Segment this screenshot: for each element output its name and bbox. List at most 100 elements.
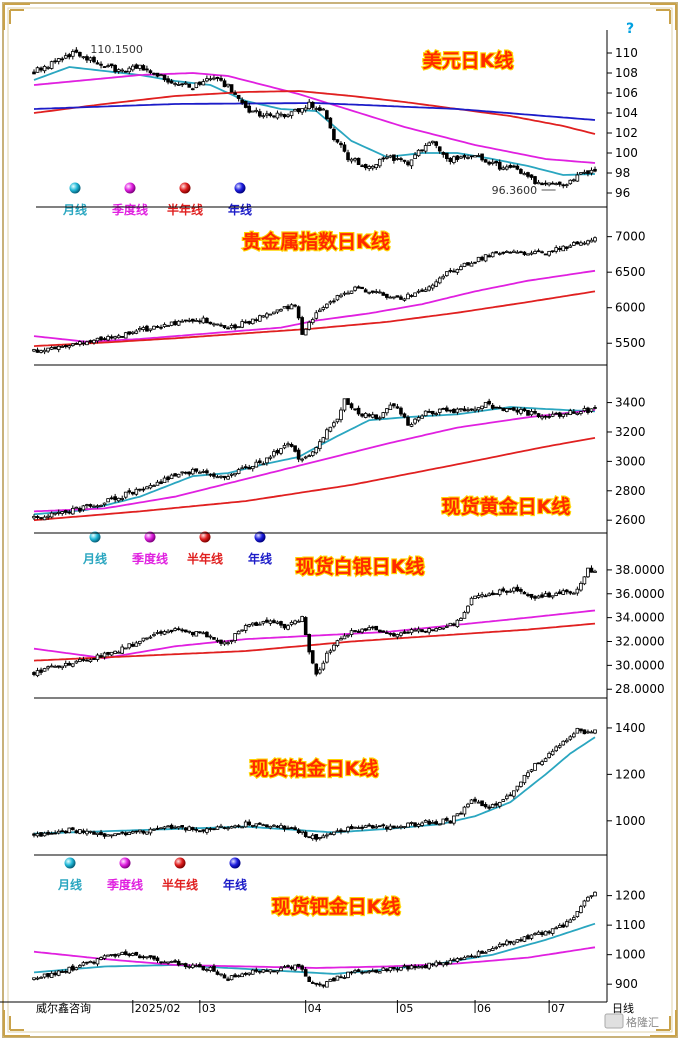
candle [49, 347, 54, 350]
candle [377, 629, 382, 633]
candle [579, 582, 583, 591]
y-tick-label: 108 [615, 66, 638, 80]
candle [540, 416, 544, 419]
candle [353, 826, 357, 829]
candle [515, 165, 520, 170]
candle [579, 172, 583, 175]
candle [462, 155, 467, 158]
candle [240, 826, 244, 829]
candle [550, 595, 555, 598]
candle [201, 632, 206, 635]
candle [452, 959, 456, 962]
candle [476, 595, 481, 598]
candle [441, 275, 446, 279]
ma-line-halfyear [33, 90, 596, 135]
candle [190, 827, 195, 831]
candle [279, 621, 283, 626]
candle [183, 471, 188, 474]
candle [441, 818, 446, 825]
candle [490, 252, 495, 258]
candle [67, 662, 72, 666]
candle [483, 254, 488, 262]
candle [561, 184, 566, 187]
candle [42, 349, 47, 353]
candle [448, 270, 453, 272]
help-icon[interactable]: ? [626, 21, 634, 37]
candle [342, 144, 347, 152]
candle [236, 825, 241, 828]
candle [109, 63, 114, 67]
candle [219, 77, 223, 81]
candle [593, 168, 597, 172]
candle [529, 934, 534, 939]
candle [148, 328, 153, 331]
candle [321, 835, 326, 839]
candle [413, 822, 417, 827]
candle [282, 306, 287, 309]
candle [300, 965, 304, 970]
candle [586, 240, 590, 245]
candle [395, 634, 400, 638]
ma-line-month [33, 922, 596, 975]
candle [286, 114, 290, 117]
y-tick-label: 7000 [615, 230, 646, 244]
candle [568, 736, 573, 740]
candle [226, 827, 230, 830]
candle [374, 826, 379, 829]
candle [356, 630, 361, 633]
candle [533, 411, 537, 414]
candle [187, 83, 192, 88]
candle [543, 182, 548, 185]
candle [159, 631, 163, 634]
candle [113, 650, 117, 654]
candle [363, 289, 368, 293]
candle [593, 570, 597, 573]
candle [261, 621, 266, 624]
candle [339, 294, 343, 298]
candle [222, 827, 227, 829]
candle [78, 507, 82, 512]
candle [145, 68, 149, 71]
candle [265, 824, 269, 828]
candle [459, 812, 463, 815]
candle [519, 251, 523, 254]
candle [437, 962, 442, 965]
candle [586, 407, 590, 413]
candle [141, 956, 146, 959]
candle [589, 408, 594, 412]
candle [445, 271, 449, 277]
y-tick-label: 1000 [615, 814, 646, 828]
candle [582, 900, 587, 907]
candle [71, 343, 75, 347]
candle [392, 296, 396, 299]
candle [430, 140, 435, 144]
candle [254, 319, 259, 322]
candle [85, 56, 89, 61]
candle [63, 55, 68, 59]
legend-label-year: 年线 [248, 551, 272, 566]
candle [56, 970, 61, 976]
annotation-low: 96.3600 [492, 184, 538, 197]
candle [423, 820, 428, 823]
candle [95, 505, 100, 508]
y-tick-label: 3400 [615, 396, 646, 410]
candle [321, 984, 326, 987]
candle [388, 404, 393, 411]
candle [201, 81, 206, 86]
candle [557, 924, 562, 928]
candle [434, 281, 439, 287]
y-tick-label: 38.0000 [615, 563, 665, 577]
candle [497, 589, 502, 595]
candle [166, 961, 170, 964]
candle [310, 451, 315, 456]
candle [71, 51, 75, 57]
candle [321, 108, 326, 111]
candle [452, 156, 456, 164]
candle [102, 66, 107, 68]
candle [494, 946, 499, 949]
candle [81, 342, 86, 345]
candle [346, 634, 350, 637]
candle [120, 498, 125, 500]
candle [53, 972, 57, 976]
candle [258, 111, 262, 117]
